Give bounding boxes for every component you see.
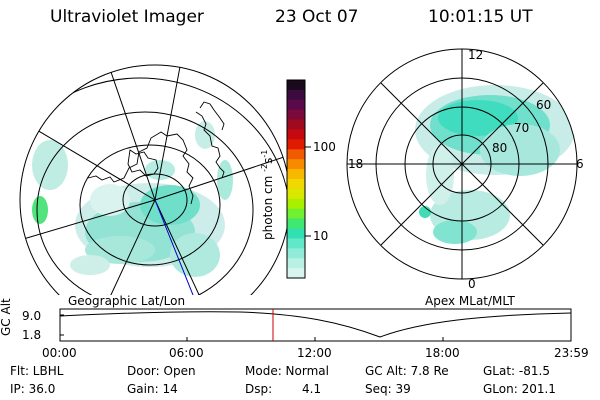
timeline-x-tick-0000: 00:00	[42, 346, 77, 360]
colorbar-segment	[287, 188, 305, 200]
timeline-y-axis-label: GC Alt	[0, 298, 13, 336]
date-label: 23 Oct 07	[275, 7, 359, 27]
info-dsp-label: Dsp:	[245, 382, 273, 396]
timeline-ticks	[59, 314, 572, 341]
colorbar-label-100: 100	[313, 140, 336, 154]
mlat-label-60: 60	[536, 98, 552, 112]
left-panel-caption: Geographic Lat/Lon	[68, 294, 186, 308]
mlt-line	[154, 199, 196, 295]
gc-alt-curve	[59, 311, 572, 338]
coastline	[87, 101, 225, 205]
mlt-meridians	[347, 49, 577, 279]
right-panel-caption: Apex MLat/MLT	[425, 294, 515, 308]
info-dsp-value: 4.1	[302, 382, 322, 396]
colorbar-segment	[287, 80, 305, 91]
colorbar-segment	[287, 258, 305, 269]
colorbar-segment	[287, 159, 305, 170]
colorbar-segment	[287, 99, 305, 111]
mlat-label-80: 80	[492, 141, 508, 155]
aurora-emission-left	[32, 121, 233, 277]
info-gain: Gain: 14	[127, 382, 178, 396]
magnetic-map	[346, 48, 578, 280]
colorbar-segment	[287, 149, 305, 160]
colorbar-segment	[287, 238, 305, 249]
timeline-frame	[59, 308, 572, 342]
colorbar-segment	[287, 218, 305, 230]
geographic-map	[19, 64, 291, 295]
timeline-x-tick-0600: 06:00	[169, 346, 204, 360]
colorbar-segment	[287, 129, 305, 140]
colorbar-label-10: 10	[313, 229, 329, 243]
colorbar-segment	[287, 89, 305, 101]
colorbar-segment	[287, 179, 305, 190]
timeline-y-tick-1-8: 1.8	[22, 328, 42, 342]
info-filter: Flt: LBHL	[10, 364, 64, 378]
timeline-y-tick-9: 9.0	[22, 309, 42, 323]
info-glat: GLat: -81.5	[483, 364, 550, 378]
lat-circles-left	[20, 77, 290, 295]
info-door: Door: Open	[127, 364, 196, 378]
colorbar-segment	[287, 228, 305, 239]
instrument-title: Ultraviolet Imager	[50, 7, 204, 27]
info-glon: GLon: 201.1	[483, 382, 556, 396]
colorbar-segment	[287, 248, 305, 259]
aurora-emission-right	[415, 85, 575, 244]
timeline-x-tick-1800: 18:00	[425, 346, 460, 360]
info-ip: IP: 36.0	[10, 382, 56, 396]
info-seq: Seq: 39	[365, 382, 411, 396]
mlat-label-70: 70	[514, 121, 530, 135]
mlt-label-18: 18	[348, 157, 364, 171]
colorbar-segment	[287, 208, 305, 220]
colorbar-segment	[287, 119, 305, 131]
time-label: 10:01:15 UT	[428, 7, 533, 27]
timeline-x-tick-2359: 23:59	[554, 346, 589, 360]
info-mode: Mode: Normal	[245, 364, 329, 378]
colorbar	[287, 80, 305, 279]
mlt-label-0: 0	[468, 277, 476, 291]
timeline-x-tick-1200: 12:00	[297, 346, 332, 360]
info-gc-alt: GC Alt: 7.8 Re	[365, 364, 449, 378]
colorbar-segment	[287, 198, 305, 210]
colorbar-unit-label: photon cm -2s-1	[260, 149, 275, 240]
colorbar-segment	[287, 139, 305, 150]
colorbar-frame	[286, 79, 306, 279]
colorbar-segment	[287, 268, 305, 279]
colorbar-segment	[287, 109, 305, 121]
colorbar-segment	[287, 169, 305, 180]
timeline-plot	[59, 308, 572, 342]
mlt-label-6: 6	[576, 157, 584, 171]
mlt-label-12: 12	[468, 48, 484, 62]
